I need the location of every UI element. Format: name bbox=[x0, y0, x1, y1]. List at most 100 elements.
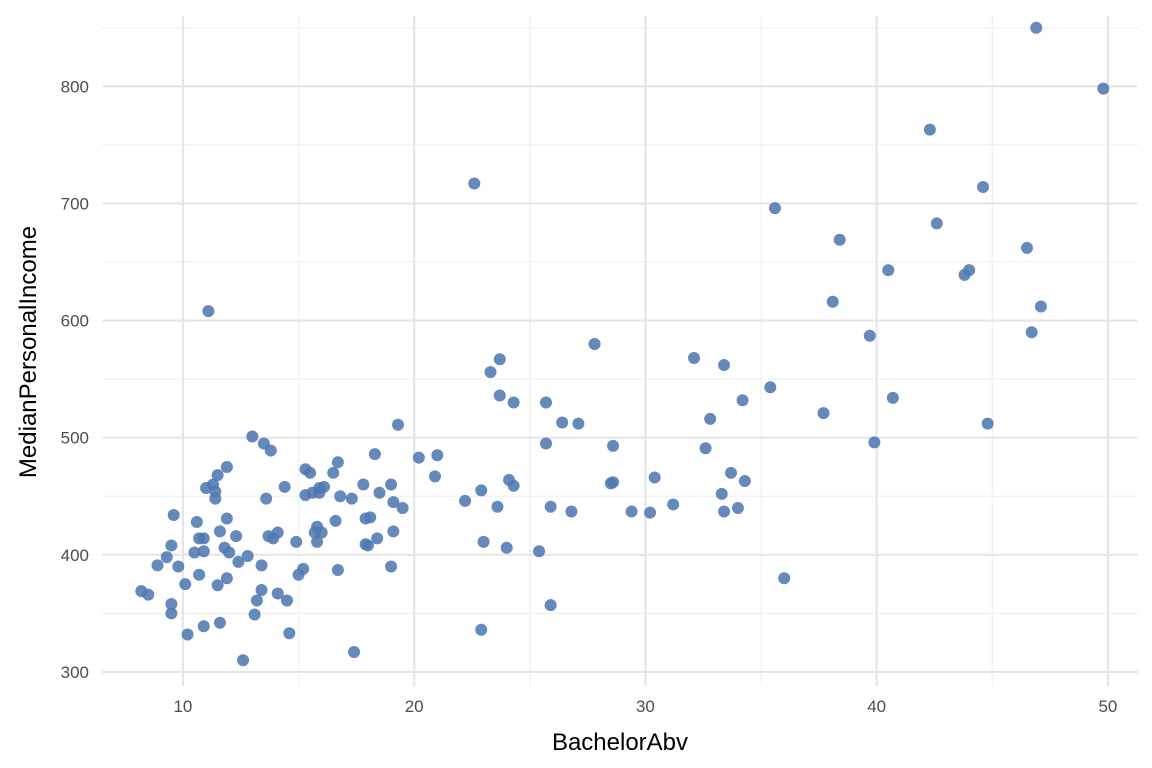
data-point bbox=[264, 444, 277, 457]
data-point bbox=[220, 572, 233, 585]
data-point bbox=[237, 654, 250, 667]
data-point bbox=[368, 448, 381, 461]
data-point bbox=[731, 501, 744, 514]
data-point bbox=[357, 478, 370, 491]
data-point bbox=[882, 264, 895, 277]
data-point bbox=[248, 608, 261, 621]
data-point bbox=[167, 508, 180, 521]
data-point bbox=[241, 549, 254, 562]
data-point bbox=[190, 516, 203, 529]
data-point bbox=[1030, 21, 1043, 34]
major-gridlines bbox=[102, 16, 1138, 686]
data-point bbox=[255, 559, 268, 572]
data-point bbox=[255, 583, 268, 596]
data-point bbox=[364, 511, 377, 524]
data-point bbox=[715, 487, 728, 500]
data-point bbox=[1097, 82, 1110, 95]
data-point bbox=[331, 564, 344, 577]
data-point bbox=[963, 264, 976, 277]
data-point bbox=[704, 412, 717, 425]
y-tick-label: 800 bbox=[61, 77, 89, 96]
data-point bbox=[1021, 241, 1033, 254]
data-point bbox=[588, 337, 601, 350]
data-point bbox=[493, 353, 506, 366]
data-point bbox=[197, 545, 210, 558]
y-axis-title: MedianPersonalIncome bbox=[15, 226, 42, 478]
data-point bbox=[607, 439, 620, 452]
y-tick-label: 300 bbox=[61, 663, 89, 682]
data-point bbox=[211, 469, 224, 482]
y-tick-label: 400 bbox=[61, 546, 89, 565]
data-point bbox=[688, 352, 700, 365]
x-axis-title: BachelorAbv bbox=[552, 729, 688, 756]
data-point bbox=[260, 492, 273, 505]
data-point bbox=[387, 525, 400, 538]
minor-gridlines bbox=[102, 16, 1138, 686]
data-point bbox=[271, 587, 284, 600]
data-point bbox=[348, 646, 361, 659]
data-point bbox=[197, 532, 210, 545]
data-point bbox=[718, 359, 731, 372]
data-point bbox=[625, 505, 638, 518]
data-point bbox=[1025, 326, 1038, 339]
data-point bbox=[345, 492, 358, 505]
data-point bbox=[188, 546, 201, 559]
data-point bbox=[764, 381, 777, 394]
data-point bbox=[223, 546, 236, 559]
y-tick-label: 500 bbox=[61, 429, 89, 448]
data-point bbox=[250, 594, 263, 607]
data-point bbox=[477, 535, 490, 548]
data-point bbox=[334, 490, 347, 503]
data-point bbox=[220, 512, 233, 525]
data-point bbox=[193, 568, 206, 581]
data-point bbox=[318, 480, 330, 493]
data-point bbox=[572, 417, 585, 430]
data-point bbox=[165, 607, 178, 620]
y-tick-label: 700 bbox=[61, 194, 89, 213]
data-point bbox=[644, 506, 657, 519]
data-point bbox=[142, 588, 155, 601]
x-tick-label: 50 bbox=[1098, 697, 1117, 716]
data-point bbox=[507, 479, 520, 492]
data-point bbox=[160, 551, 173, 564]
data-point bbox=[329, 514, 342, 527]
data-point bbox=[165, 598, 178, 611]
data-point bbox=[493, 389, 506, 402]
data-point bbox=[385, 560, 398, 573]
data-point bbox=[271, 526, 284, 539]
data-point bbox=[930, 217, 943, 230]
data-point bbox=[977, 181, 990, 194]
data-point bbox=[209, 485, 222, 498]
data-point bbox=[736, 394, 749, 407]
data-point bbox=[648, 471, 661, 484]
data-point bbox=[392, 418, 404, 431]
data-point bbox=[211, 579, 224, 592]
x-tick-label: 30 bbox=[636, 697, 655, 716]
data-point bbox=[181, 628, 194, 641]
data-point bbox=[179, 578, 192, 591]
data-point bbox=[290, 535, 303, 548]
data-point bbox=[868, 436, 881, 449]
x-axis-tick-labels: 10 20 30 40 50 bbox=[173, 697, 1117, 716]
data-point bbox=[923, 123, 936, 136]
data-point bbox=[213, 525, 226, 538]
data-point bbox=[533, 545, 546, 558]
data-point bbox=[172, 560, 185, 573]
data-point bbox=[304, 466, 317, 479]
data-point bbox=[556, 416, 569, 429]
data-point bbox=[283, 627, 296, 640]
data-point bbox=[1034, 300, 1047, 313]
data-point bbox=[361, 539, 374, 552]
data-point bbox=[213, 616, 226, 629]
data-point bbox=[151, 559, 164, 572]
data-point bbox=[230, 530, 243, 543]
data-point bbox=[412, 451, 425, 464]
data-point bbox=[197, 620, 210, 633]
data-point bbox=[981, 417, 994, 430]
x-tick-label: 40 bbox=[867, 697, 886, 716]
data-point bbox=[544, 500, 557, 513]
data-point bbox=[327, 466, 340, 479]
data-point bbox=[544, 599, 557, 612]
data-point bbox=[459, 494, 472, 507]
